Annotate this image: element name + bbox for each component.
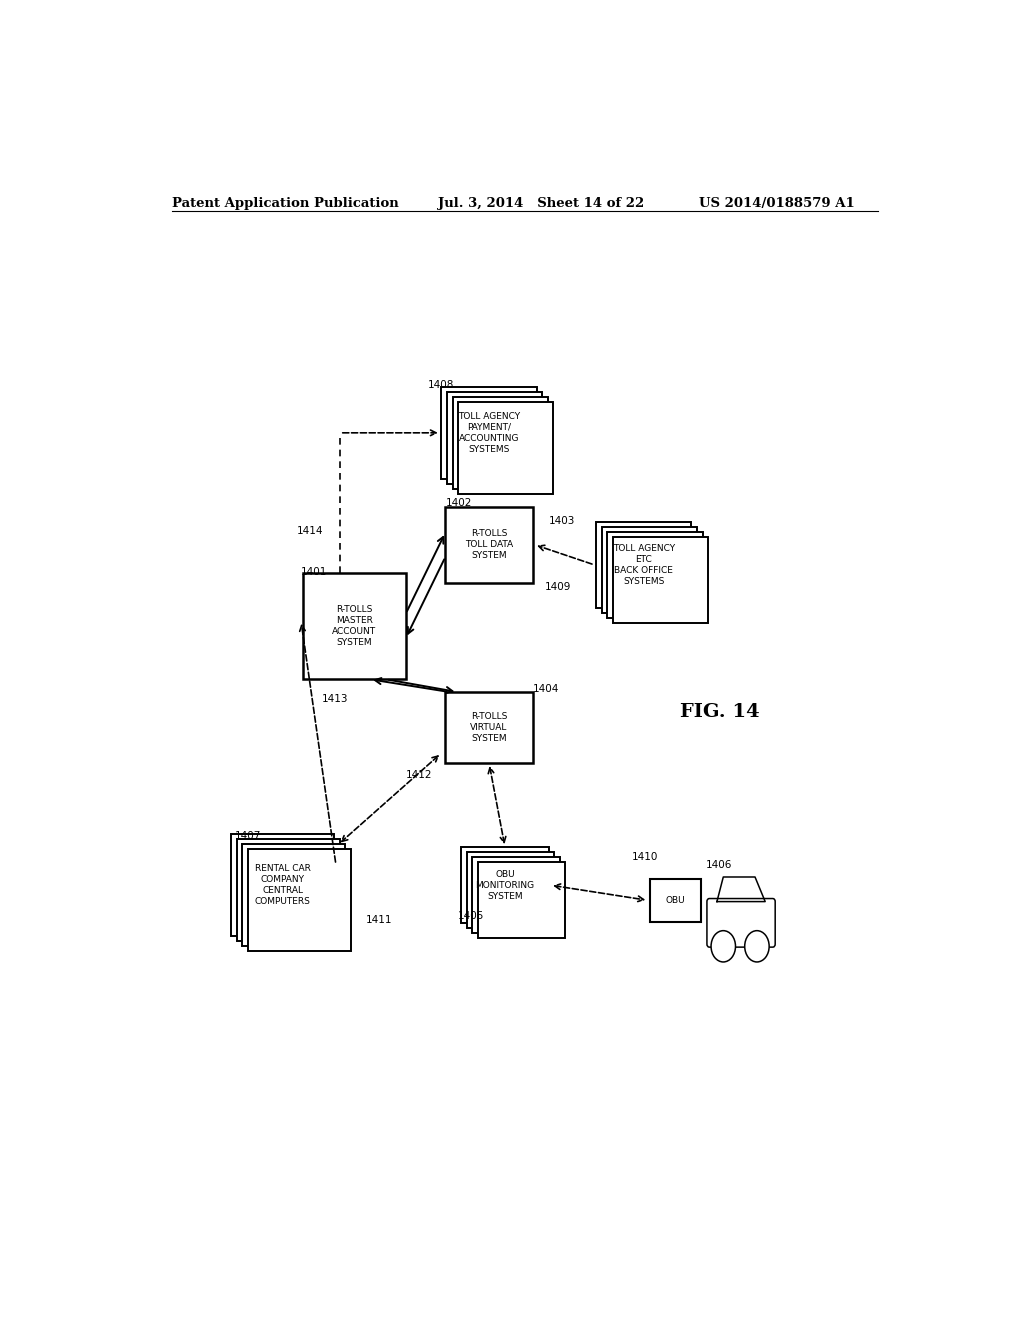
Bar [461,847,549,923]
Circle shape [744,931,769,962]
Text: Patent Application Publication: Patent Application Publication [172,197,398,210]
Bar [445,692,532,763]
FancyBboxPatch shape [707,899,775,948]
Bar [613,537,709,623]
Text: R-TOLLS
MASTER
ACCOUNT
SYSTEM: R-TOLLS MASTER ACCOUNT SYSTEM [332,605,376,647]
Bar [237,840,340,941]
Text: 1414: 1414 [297,527,324,536]
Bar [607,532,702,618]
Text: 1408: 1408 [428,380,455,391]
Bar [441,387,537,479]
Text: 1412: 1412 [406,771,432,780]
Text: OBU: OBU [666,896,685,906]
Bar [602,527,697,612]
Text: 1402: 1402 [445,498,472,508]
Bar [231,834,334,936]
Text: 1406: 1406 [706,859,732,870]
Bar [243,845,345,946]
Text: US 2014/0188579 A1: US 2014/0188579 A1 [699,197,855,210]
Bar [650,879,701,921]
Text: 1409: 1409 [545,582,571,593]
Bar [458,403,553,494]
Text: R-TOLLS
TOLL DATA
SYSTEM: R-TOLLS TOLL DATA SYSTEM [465,529,513,560]
Bar [453,397,548,488]
Text: Jul. 3, 2014   Sheet 14 of 22: Jul. 3, 2014 Sheet 14 of 22 [437,197,644,210]
Text: TOLL AGENCY
PAYMENT/
ACCOUNTING
SYSTEMS: TOLL AGENCY PAYMENT/ ACCOUNTING SYSTEMS [458,412,520,454]
Text: 1403: 1403 [549,516,575,527]
Bar [472,857,560,933]
Text: 1410: 1410 [632,851,658,862]
Text: TOLL AGENCY
ETC
BACK OFFICE
SYSTEMS: TOLL AGENCY ETC BACK OFFICE SYSTEMS [612,544,675,586]
Circle shape [711,931,735,962]
Bar [467,851,554,928]
Text: 1413: 1413 [322,694,348,704]
Text: 1405: 1405 [458,911,483,920]
Bar [447,392,543,483]
Text: 1404: 1404 [532,684,559,694]
Bar [478,862,565,939]
Text: 1407: 1407 [236,832,261,841]
Text: R-TOLLS
VIRTUAL
SYSTEM: R-TOLLS VIRTUAL SYSTEM [470,711,508,743]
Bar [303,573,406,680]
Text: OBU
MONITORING
SYSTEM: OBU MONITORING SYSTEM [475,870,535,900]
Text: 1411: 1411 [367,915,392,925]
Text: 1401: 1401 [301,568,328,577]
Bar [596,521,691,609]
Bar [248,849,351,950]
Text: RENTAL CAR
COMPANY
CENTRAL
COMPUTERS: RENTAL CAR COMPANY CENTRAL COMPUTERS [255,865,310,907]
Bar [445,507,532,582]
Text: FIG. 14: FIG. 14 [680,704,759,721]
